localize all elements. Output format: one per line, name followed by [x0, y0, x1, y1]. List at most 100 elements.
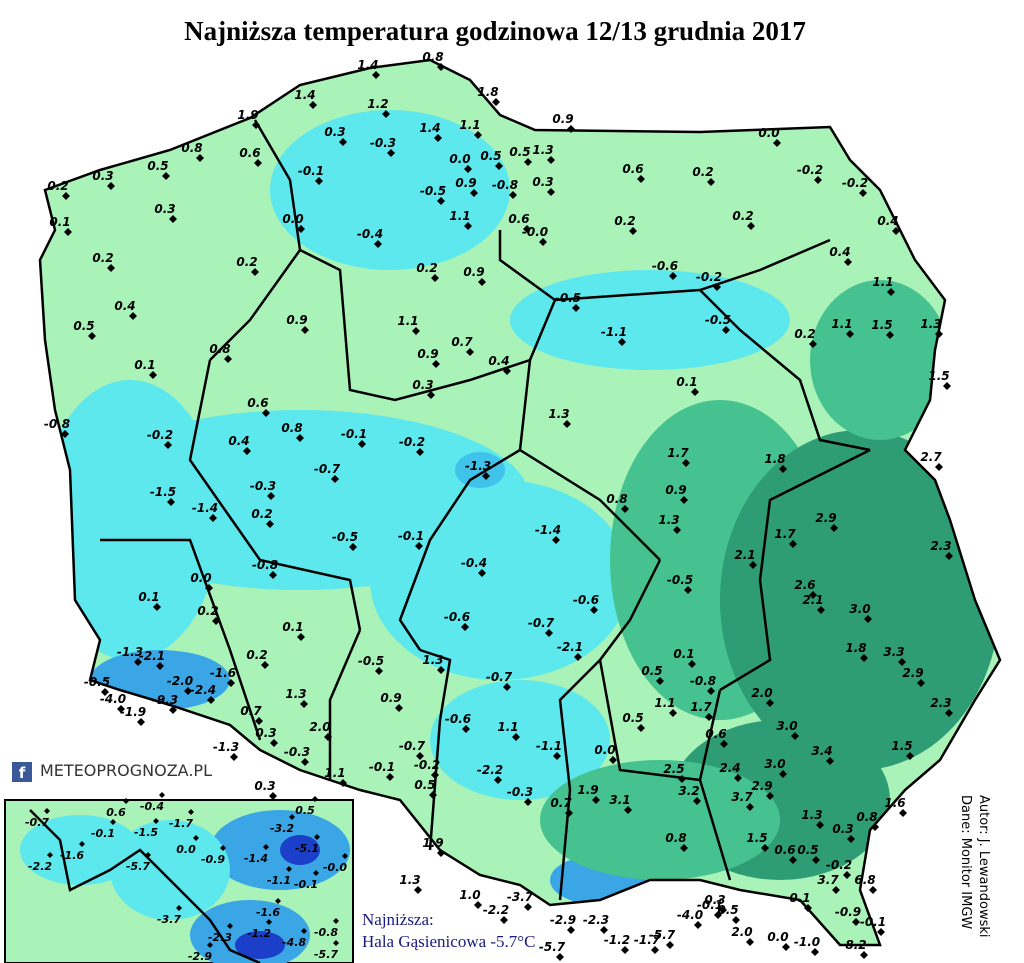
station-marker [693, 797, 701, 805]
station-value: -0.7 [314, 462, 341, 476]
station-marker [509, 191, 517, 199]
station-value: -0.5 [420, 184, 446, 198]
station-value: 0.2 [614, 214, 635, 228]
station-value: -2.9 [550, 913, 576, 927]
station-marker [414, 886, 422, 894]
station-marker [169, 215, 177, 223]
station-value: -0.5 [332, 530, 358, 544]
station-value: 0.2 [197, 604, 218, 618]
station-marker [524, 798, 532, 806]
inset-station-marker [263, 844, 269, 850]
station-marker [906, 752, 914, 760]
station-value: 0.8 [181, 141, 202, 155]
station-marker [492, 98, 500, 106]
station-marker [547, 188, 555, 196]
station-value: -0.9 [835, 905, 861, 919]
station-value: 0.3 [255, 726, 276, 740]
station-value: 0.1 [134, 358, 155, 372]
minimum-value: Hala Gąsienicowa -5.7°C [362, 932, 535, 951]
station-marker [609, 756, 617, 764]
station-value: -0.5 [555, 291, 581, 305]
station-value: 1.3 [801, 808, 822, 822]
station-value: -1.3 [117, 645, 143, 659]
station-marker [804, 904, 812, 912]
inset-station-marker [314, 834, 320, 840]
station-marker [791, 732, 799, 740]
station-value: -2.1 [557, 640, 583, 654]
station-value: 0.3 [254, 779, 275, 793]
station-value: 0.2 [236, 255, 257, 269]
inset-station-value: -0.8 [314, 926, 338, 939]
station-value: 0.5 [73, 319, 94, 333]
station-marker [500, 916, 508, 924]
station-marker [134, 658, 142, 666]
station-marker [524, 903, 532, 911]
station-marker [637, 175, 645, 183]
station-marker [269, 792, 277, 800]
inset-station-marker [123, 798, 129, 804]
station-marker [503, 367, 511, 375]
station-value: 0.8 [422, 50, 443, 64]
station-marker [169, 706, 177, 714]
station-value: 8.2 [845, 938, 866, 952]
station-marker [462, 725, 470, 733]
station-value: 1.5 [891, 739, 912, 753]
station-marker [747, 222, 755, 230]
station-marker [539, 238, 547, 246]
station-marker [713, 283, 721, 291]
station-marker [296, 434, 304, 442]
station-value: -0.1 [298, 164, 324, 178]
station-marker [877, 928, 885, 936]
station-value: 1.1 [872, 275, 893, 289]
station-marker [309, 101, 317, 109]
station-value: 0.2 [794, 327, 815, 341]
station-value: 0.9 [286, 313, 307, 327]
station-value: 0.5 [641, 664, 662, 678]
station-value: 1.9 [577, 783, 598, 797]
station-value: 0.4 [877, 214, 898, 228]
station-value: 1.1 [654, 696, 675, 710]
station-marker [262, 409, 270, 417]
borders [38, 58, 1002, 947]
station-value: 0.5 [147, 159, 168, 173]
station-marker [814, 176, 822, 184]
station-value: 1.1 [324, 766, 345, 780]
station-value: 0.6 [239, 146, 260, 160]
station-marker [682, 459, 690, 467]
station-marker [809, 340, 817, 348]
station-marker [720, 740, 728, 748]
station-marker [563, 420, 571, 428]
inset-station-value: -5.7 [314, 948, 338, 961]
station-value: 2.6 [794, 578, 815, 592]
station-value: 3.0 [776, 719, 797, 733]
station-marker [859, 189, 867, 197]
inset-station-value: -3.7 [157, 913, 181, 926]
station-value: -0.2 [826, 858, 852, 872]
station-marker [600, 926, 608, 934]
station-value: -1.0 [794, 935, 820, 949]
inset-station-value: -2.2 [28, 860, 52, 873]
station-value: 3.3 [883, 645, 904, 659]
station-value: -1.0 [789, 961, 815, 963]
station-value: 1.3 [920, 317, 941, 331]
station-marker [545, 629, 553, 637]
station-marker [374, 240, 382, 248]
station-marker [734, 774, 742, 782]
station-marker [251, 268, 259, 276]
station-value: 6.8 [854, 873, 875, 887]
station-marker [556, 953, 564, 961]
station-marker [137, 718, 145, 726]
station-marker [372, 71, 380, 79]
station-marker [892, 227, 900, 235]
station-value: 0.3 [832, 822, 853, 836]
station-marker [162, 172, 170, 180]
station-marker [590, 606, 598, 614]
inset-station-value: -0.7 [25, 816, 49, 829]
station-marker [387, 149, 395, 157]
station-marker [779, 465, 787, 473]
station-marker [62, 192, 70, 200]
station-marker [427, 391, 435, 399]
station-value: 0.9 [417, 347, 438, 361]
inset-station-marker [286, 866, 292, 872]
